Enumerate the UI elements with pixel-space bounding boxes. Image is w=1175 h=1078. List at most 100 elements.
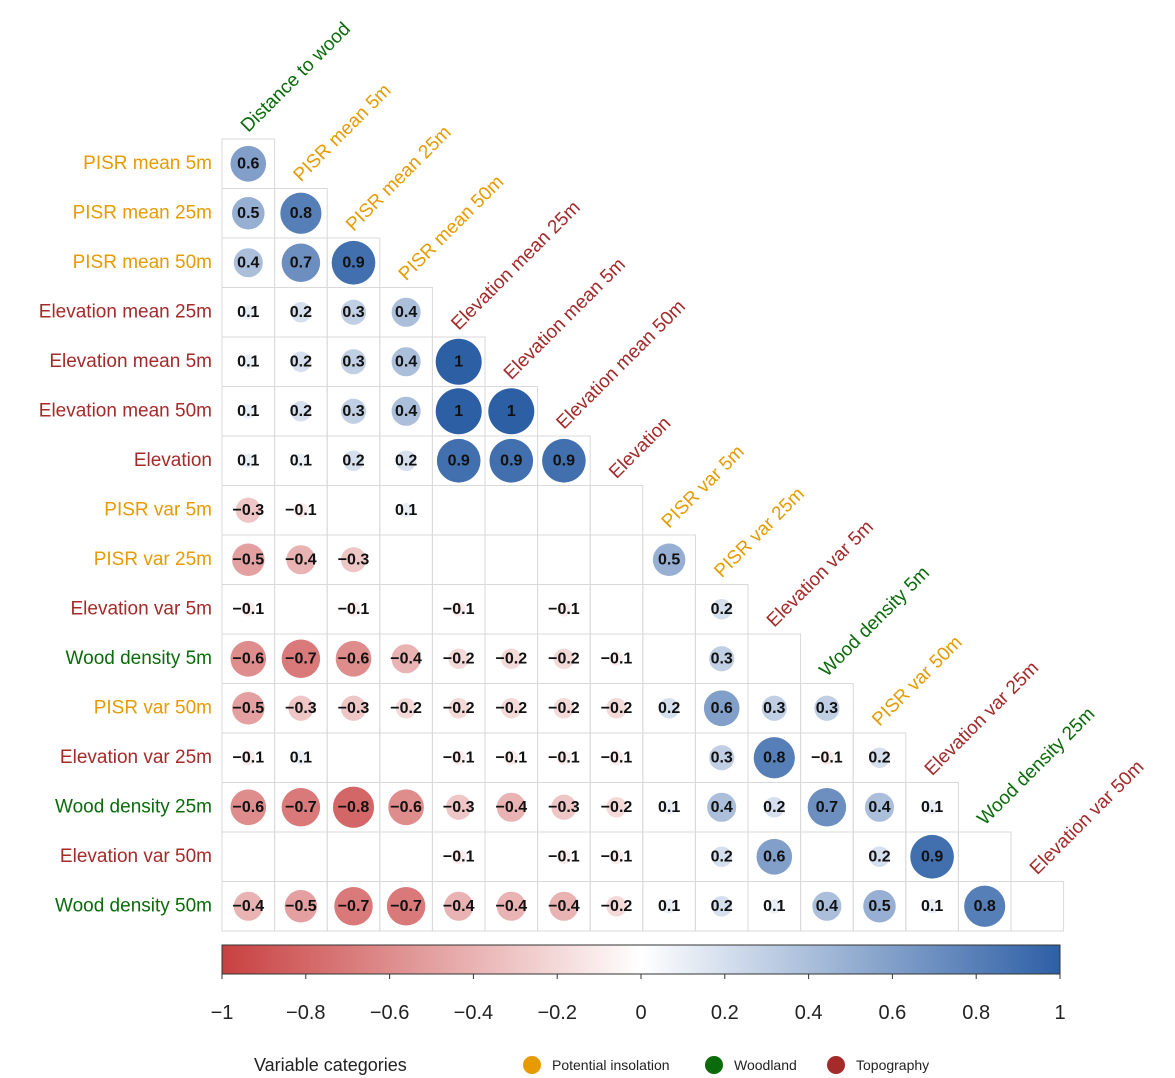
correlation-circle xyxy=(280,192,322,234)
correlation-value: 0.2 xyxy=(711,898,733,915)
correlation-circle xyxy=(386,887,426,926)
colorbar-tick-label: 0 xyxy=(635,1002,646,1024)
correlation-circle xyxy=(451,750,466,766)
row-label: Wood density 5m xyxy=(66,648,212,669)
correlation-value: −0.2 xyxy=(443,700,475,717)
correlation-circle xyxy=(293,502,309,518)
correlation-value: 0.5 xyxy=(868,898,890,915)
correlation-value: 0.1 xyxy=(237,403,259,420)
correlation-circle xyxy=(235,497,261,523)
grid-cell xyxy=(379,732,433,783)
row-label: Elevation var 50m xyxy=(60,846,212,867)
correlation-value: −0.8 xyxy=(338,799,370,816)
correlation-value: −0.5 xyxy=(285,898,317,915)
correlation-value: −0.4 xyxy=(443,898,475,915)
correlation-value: 0.2 xyxy=(868,848,890,865)
colorbar-tick-label: −0.2 xyxy=(537,1002,576,1024)
row-label: Wood density 50m xyxy=(55,895,212,916)
correlation-value: 0.1 xyxy=(395,502,417,519)
diagonal-label: Elevation var 50m xyxy=(1026,757,1148,879)
correlation-value: −0.4 xyxy=(233,898,265,915)
correlation-value: −0.1 xyxy=(601,749,633,766)
correlation-value: −0.2 xyxy=(390,700,422,717)
correlation-circle xyxy=(501,697,522,719)
correlation-circle xyxy=(753,737,795,779)
correlation-circle xyxy=(451,849,466,865)
correlation-value: −0.5 xyxy=(233,551,265,568)
correlation-circle xyxy=(606,796,627,818)
correlation-circle xyxy=(398,502,414,518)
grid-cell xyxy=(589,534,644,585)
correlation-value: 1 xyxy=(507,403,516,420)
grid-cell xyxy=(537,485,591,536)
colorbar-tick-label: −0.4 xyxy=(454,1002,493,1024)
correlation-circle xyxy=(761,695,787,721)
legend-marker xyxy=(827,1056,845,1074)
correlation-circle xyxy=(290,301,312,323)
correlation-circle xyxy=(764,796,785,818)
correlation-value: −0.5 xyxy=(233,700,265,717)
correlation-value: 0.2 xyxy=(763,799,785,816)
correlation-circle xyxy=(814,695,840,721)
correlation-value: 0.6 xyxy=(237,155,259,172)
grid-cell xyxy=(642,584,696,635)
correlation-circle xyxy=(241,403,256,419)
correlation-value: 0.1 xyxy=(658,799,680,816)
grid-cell xyxy=(379,831,433,882)
grid-cell xyxy=(431,485,486,536)
correlation-value: 0.3 xyxy=(711,749,733,766)
correlation-value: 0.1 xyxy=(237,304,259,321)
diagonal-label: PISR mean 25m xyxy=(342,122,455,235)
correlation-value: −0.3 xyxy=(338,551,370,568)
grid-cell xyxy=(1010,881,1065,932)
row-label: Elevation var 5m xyxy=(70,598,212,619)
correlation-value: −0.7 xyxy=(338,898,370,915)
correlation-circle xyxy=(290,400,312,422)
correlation-circle xyxy=(819,750,835,766)
correlation-circle xyxy=(340,349,367,375)
correlation-value: 0.6 xyxy=(763,848,785,865)
correlation-value: 0.3 xyxy=(342,304,364,321)
correlation-circle xyxy=(869,846,890,868)
correlation-circle xyxy=(241,750,256,766)
correlation-circle xyxy=(924,898,940,914)
grid-cell xyxy=(537,534,591,585)
correlation-value: 0.4 xyxy=(395,403,417,420)
legend-title: Variable categories xyxy=(254,1055,407,1075)
correlation-circle xyxy=(335,640,372,677)
grid-cell xyxy=(642,732,696,783)
correlation-circle xyxy=(435,388,482,435)
correlation-circle xyxy=(496,891,526,921)
correlation-value: −0.2 xyxy=(496,650,528,667)
colorbar-tick-label: 1 xyxy=(1054,1002,1065,1024)
correlation-value: 0.2 xyxy=(711,601,733,618)
correlation-circle xyxy=(340,299,367,325)
row-label: PISR mean 50m xyxy=(73,252,212,273)
correlation-value: 0.4 xyxy=(711,799,733,816)
colorbar-tick-label: 0.2 xyxy=(711,1002,739,1024)
correlation-circle xyxy=(232,196,265,230)
grid-cell xyxy=(221,831,276,882)
grid-cell xyxy=(431,534,486,585)
correlation-value: −0.4 xyxy=(390,650,422,667)
correlation-circle xyxy=(807,788,847,827)
correlation-value: −0.4 xyxy=(285,551,317,568)
correlation-circle xyxy=(391,297,421,327)
correlation-value: −0.1 xyxy=(233,601,265,618)
correlation-value: −0.4 xyxy=(496,799,528,816)
correlation-value: 0.2 xyxy=(342,452,364,469)
colorbar-tick-label: −1 xyxy=(211,1002,234,1024)
correlation-circle xyxy=(233,891,263,921)
correlation-circle xyxy=(232,691,265,725)
correlation-circle xyxy=(869,747,890,769)
correlation-value: −0.2 xyxy=(496,700,528,717)
correlation-circle xyxy=(488,388,535,435)
correlation-value: 0.7 xyxy=(816,799,838,816)
correlation-circle xyxy=(504,750,519,766)
correlation-value: −0.1 xyxy=(285,502,317,519)
correlation-circle xyxy=(241,354,256,370)
correlation-circle xyxy=(446,794,472,820)
grid-cell xyxy=(484,831,539,882)
correlation-value: −0.6 xyxy=(233,799,265,816)
